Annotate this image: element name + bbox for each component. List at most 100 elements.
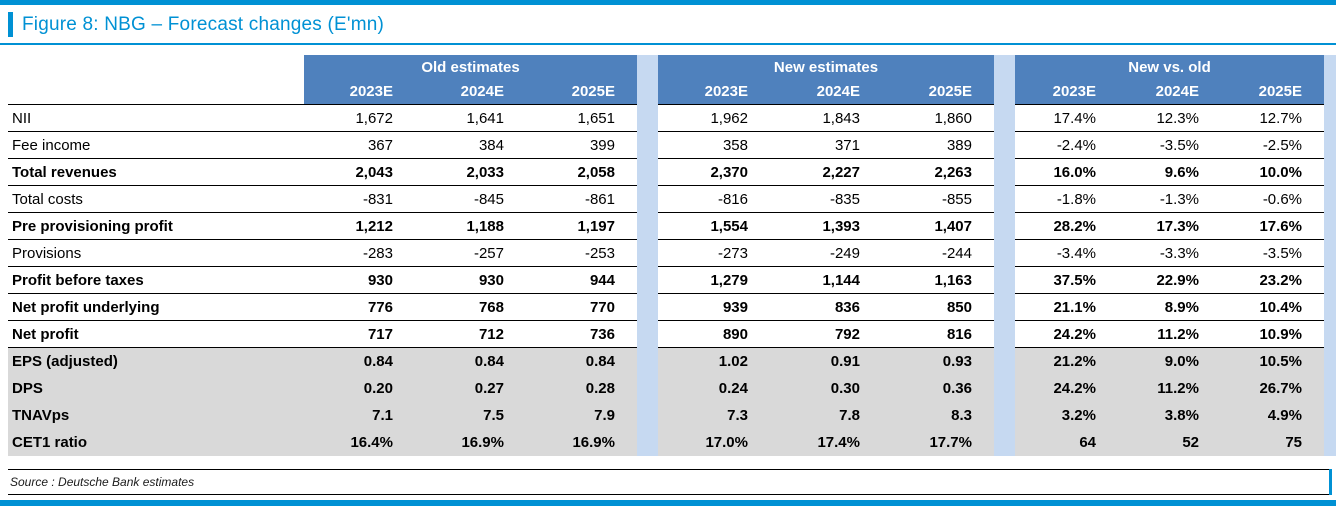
value-cell: 26.7% [1221, 375, 1324, 402]
value-cell: 23.2% [1221, 267, 1324, 294]
value-cell: 850 [882, 294, 994, 321]
value-cell: 7.3 [658, 402, 770, 429]
value-cell: 4.9% [1221, 402, 1324, 429]
value-cell: 1,554 [658, 213, 770, 240]
value-cell: 0.91 [770, 348, 882, 375]
value-cell: 399 [526, 132, 637, 159]
column-gap [994, 55, 1015, 79]
value-cell: 16.9% [415, 429, 526, 456]
column-gap [637, 105, 658, 132]
column-gap [637, 267, 658, 294]
value-cell: 2,033 [415, 159, 526, 186]
value-cell: 3.2% [1015, 402, 1118, 429]
row-label: CET1 ratio [8, 429, 304, 456]
value-cell: 0.36 [882, 375, 994, 402]
value-cell: 836 [770, 294, 882, 321]
value-cell: 21.2% [1015, 348, 1118, 375]
value-cell: 17.4% [770, 429, 882, 456]
value-cell: 944 [526, 267, 637, 294]
year-header: 2025E [1221, 79, 1324, 105]
value-cell: 24.2% [1015, 321, 1118, 348]
right-strip [1324, 240, 1336, 267]
source-row: Source : Deutsche Bank estimates [8, 470, 1332, 494]
column-gap [994, 79, 1015, 105]
row-label: Provisions [8, 240, 304, 267]
value-cell: 3.8% [1118, 402, 1221, 429]
value-cell: 9.6% [1118, 159, 1221, 186]
column-gap [637, 348, 658, 375]
value-cell: 75 [1221, 429, 1324, 456]
right-strip [1324, 348, 1336, 375]
row-label: Total costs [8, 186, 304, 213]
value-cell: -835 [770, 186, 882, 213]
row-label: Net profit [8, 321, 304, 348]
value-cell: -244 [882, 240, 994, 267]
value-cell: 7.1 [304, 402, 415, 429]
value-cell: 1,672 [304, 105, 415, 132]
value-cell: 717 [304, 321, 415, 348]
row-label: NII [8, 105, 304, 132]
value-cell: 12.7% [1221, 105, 1324, 132]
value-cell: 816 [882, 321, 994, 348]
value-cell: 930 [415, 267, 526, 294]
value-cell: 1,188 [415, 213, 526, 240]
value-cell: 0.30 [770, 375, 882, 402]
row-label: EPS (adjusted) [8, 348, 304, 375]
corner-cell [8, 55, 304, 79]
column-gap [994, 375, 1015, 402]
column-gap [994, 402, 1015, 429]
value-cell: -3.5% [1118, 132, 1221, 159]
value-cell: 0.24 [658, 375, 770, 402]
row-label: Net profit underlying [8, 294, 304, 321]
value-cell: 10.5% [1221, 348, 1324, 375]
column-gap [637, 429, 658, 456]
value-cell: 0.20 [304, 375, 415, 402]
value-cell: 7.8 [770, 402, 882, 429]
forecast-table-wrap: Old estimates New estimates New vs. old 202… [0, 45, 1336, 456]
source-bottom-rule [8, 494, 1332, 495]
value-cell: 1,144 [770, 267, 882, 294]
value-cell: -0.6% [1221, 186, 1324, 213]
value-cell: 16.0% [1015, 159, 1118, 186]
right-strip [1324, 429, 1336, 456]
value-cell: -816 [658, 186, 770, 213]
value-cell: 1,407 [882, 213, 994, 240]
column-gap [994, 429, 1015, 456]
right-strip [1324, 267, 1336, 294]
column-gap [994, 213, 1015, 240]
year-header: 2024E [415, 79, 526, 105]
value-cell: 11.2% [1118, 375, 1221, 402]
value-cell: 384 [415, 132, 526, 159]
year-header: 2025E [882, 79, 994, 105]
title-rule [0, 43, 1336, 45]
value-cell: 1,163 [882, 267, 994, 294]
value-cell: -283 [304, 240, 415, 267]
column-gap [637, 240, 658, 267]
value-cell: -3.4% [1015, 240, 1118, 267]
value-cell: 9.0% [1118, 348, 1221, 375]
value-cell: 2,370 [658, 159, 770, 186]
value-cell: 0.27 [415, 375, 526, 402]
value-cell: 17.6% [1221, 213, 1324, 240]
value-cell: -2.4% [1015, 132, 1118, 159]
row-label: DPS [8, 375, 304, 402]
value-cell: -831 [304, 186, 415, 213]
value-cell: 371 [770, 132, 882, 159]
value-cell: 2,043 [304, 159, 415, 186]
column-gap [637, 55, 658, 79]
column-gap [637, 375, 658, 402]
right-strip [1324, 321, 1336, 348]
value-cell: 389 [882, 132, 994, 159]
column-gap [637, 294, 658, 321]
value-cell: 12.3% [1118, 105, 1221, 132]
value-cell: 22.9% [1118, 267, 1221, 294]
column-gap [994, 186, 1015, 213]
value-cell: 792 [770, 321, 882, 348]
value-cell: 890 [658, 321, 770, 348]
value-cell: -1.8% [1015, 186, 1118, 213]
row-label: TNAVps [8, 402, 304, 429]
row-label: Profit before taxes [8, 267, 304, 294]
row-label: Total revenues [8, 159, 304, 186]
right-strip [1324, 79, 1336, 105]
value-cell: 17.7% [882, 429, 994, 456]
